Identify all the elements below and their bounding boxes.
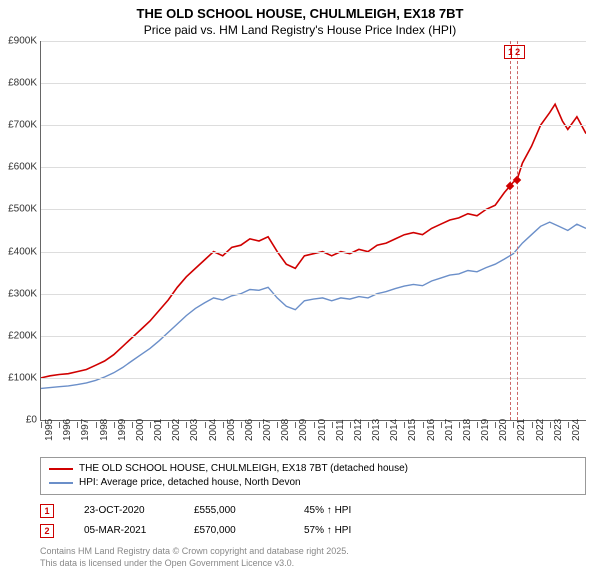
x-tick-label: 2008	[280, 419, 291, 441]
sales-table: 1 23-OCT-2020 £555,000 45% ↑ HPI 2 05-MAR-202…	[40, 501, 600, 541]
x-tick-label: 2019	[480, 419, 491, 441]
x-tick-label: 2022	[535, 419, 546, 441]
footer-line2: This data is licensed under the Open Gov…	[40, 557, 600, 569]
legend-row: THE OLD SCHOOL HOUSE, CHULMLEIGH, EX18 7…	[49, 462, 577, 476]
legend: THE OLD SCHOOL HOUSE, CHULMLEIGH, EX18 7…	[40, 457, 586, 495]
y-tick-label: £900K	[1, 36, 37, 47]
y-tick-label: £700K	[1, 120, 37, 131]
series-line	[41, 104, 586, 378]
legend-label: THE OLD SCHOOL HOUSE, CHULMLEIGH, EX18 7…	[79, 462, 408, 476]
chart-container: THE OLD SCHOOL HOUSE, CHULMLEIGH, EX18 7…	[0, 0, 600, 560]
x-tick-label: 2013	[371, 419, 382, 441]
plot-area: £0£100K£200K£300K£400K£500K£600K£700K£80…	[40, 41, 586, 421]
y-tick-label: £500K	[1, 204, 37, 215]
x-tick-label: 2007	[262, 419, 273, 441]
series-line	[41, 222, 586, 388]
sale-row: 1 23-OCT-2020 £555,000 45% ↑ HPI	[40, 501, 600, 521]
x-tick-label: 2002	[171, 419, 182, 441]
x-tick-label: 2012	[353, 419, 364, 441]
x-tick-label: 2018	[462, 419, 473, 441]
legend-label: HPI: Average price, detached house, Nort…	[79, 476, 301, 490]
legend-swatch	[49, 468, 73, 470]
sale-price: £570,000	[194, 521, 274, 541]
legend-row: HPI: Average price, detached house, Nort…	[49, 476, 577, 490]
sale-date: 05-MAR-2021	[84, 521, 164, 541]
x-tick-label: 2010	[317, 419, 328, 441]
x-tick-label: 2003	[189, 419, 200, 441]
x-tick-label: 2014	[389, 419, 400, 441]
x-tick-label: 2023	[553, 419, 564, 441]
x-tick-label: 2009	[298, 419, 309, 441]
x-tick-label: 2021	[516, 419, 527, 441]
footer-line1: Contains HM Land Registry data © Crown c…	[40, 545, 600, 557]
x-tick-label: 2020	[498, 419, 509, 441]
sale-delta: 45% ↑ HPI	[304, 501, 384, 521]
sale-price: £555,000	[194, 501, 274, 521]
legend-swatch	[49, 482, 73, 484]
x-tick-label: 1999	[117, 419, 128, 441]
chart-title-line1: THE OLD SCHOOL HOUSE, CHULMLEIGH, EX18 7…	[0, 0, 600, 21]
x-tick-label: 1998	[99, 419, 110, 441]
y-tick-label: £800K	[1, 78, 37, 89]
x-tick-label: 1996	[62, 419, 73, 441]
sale-row: 2 05-MAR-2021 £570,000 57% ↑ HPI	[40, 521, 600, 541]
x-tick-label: 2024	[571, 419, 582, 441]
chart-marker: 2	[511, 45, 525, 59]
x-tick-label: 1997	[80, 419, 91, 441]
y-tick-label: £200K	[1, 330, 37, 341]
sale-date: 23-OCT-2020	[84, 501, 164, 521]
x-tick-label: 2015	[407, 419, 418, 441]
y-tick-label: £0	[1, 415, 37, 426]
footer: Contains HM Land Registry data © Crown c…	[40, 545, 600, 569]
y-tick-label: £600K	[1, 162, 37, 173]
x-tick-label: 2001	[153, 419, 164, 441]
y-tick-label: £100K	[1, 372, 37, 383]
plot-svg	[41, 41, 586, 420]
x-tick-label: 2000	[135, 419, 146, 441]
x-tick-label: 2004	[208, 419, 219, 441]
chart-title-line2: Price paid vs. HM Land Registry's House …	[0, 21, 600, 41]
sale-marker: 1	[40, 504, 54, 518]
x-tick-label: 2011	[335, 419, 346, 441]
sale-marker: 2	[40, 524, 54, 538]
y-tick-label: £400K	[1, 246, 37, 257]
x-tick-label: 2017	[444, 419, 455, 441]
y-tick-label: £300K	[1, 288, 37, 299]
x-tick-label: 2016	[426, 419, 437, 441]
sale-delta: 57% ↑ HPI	[304, 521, 384, 541]
x-tick-label: 2006	[244, 419, 255, 441]
x-tick-label: 2005	[226, 419, 237, 441]
x-tick-label: 1995	[44, 419, 55, 441]
